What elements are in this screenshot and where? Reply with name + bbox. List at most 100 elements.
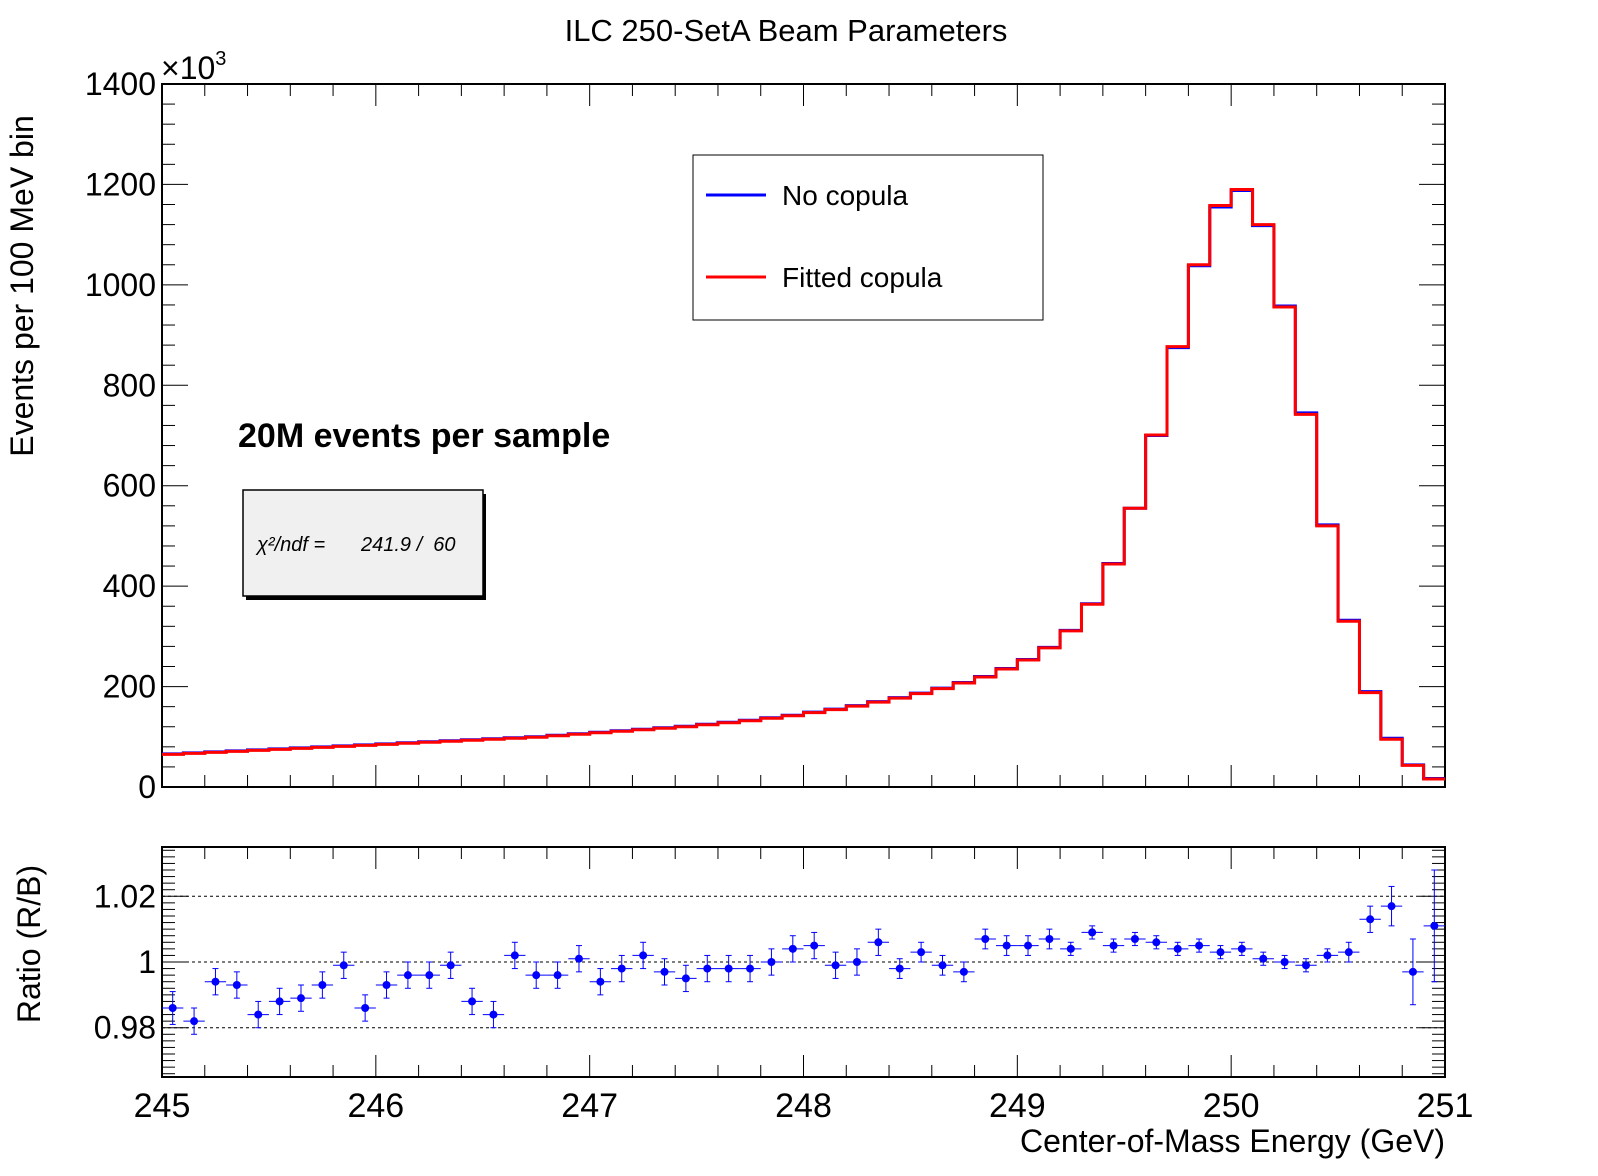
ratio-panel: 0.98 1 1.02 245 246 247 248 249 250 251 Ratio (R… [11, 846, 1474, 1159]
ratio-point [653, 958, 676, 986]
ratio-point [226, 971, 248, 999]
ratio-point [1060, 941, 1082, 956]
ratio-point [995, 935, 1018, 956]
ratio-point-marker [810, 941, 819, 950]
y-multiplier-label: ×103 [161, 48, 226, 86]
ratio-point-marker [917, 948, 926, 957]
ratio-point-marker [168, 1004, 177, 1012]
ratio-point-marker [617, 964, 626, 973]
x-tick-label: 251 [1417, 1087, 1474, 1125]
ratio-point-marker [1302, 961, 1311, 970]
ratio-point-marker [339, 961, 348, 970]
main-panel: 0 200 400 600 800 1000 1200 1400 ×103 Events pe… [4, 48, 1446, 805]
ratio-point-marker [724, 964, 733, 973]
ratio-point-marker [596, 977, 605, 986]
ratio-point [589, 968, 612, 996]
ratio-point [1273, 954, 1296, 970]
ratio-point-marker [1002, 941, 1011, 950]
ratio-point-marker [275, 997, 284, 1006]
ratio-point-marker [1066, 944, 1075, 953]
ratio-point-marker [767, 958, 776, 966]
ratio-point [1295, 958, 1317, 973]
ratio-point [1316, 948, 1339, 963]
ratio-y-tick-label: 1 [138, 944, 156, 980]
ratio-point-marker [510, 951, 519, 960]
ratio-point [1188, 938, 1210, 953]
ratio-point [439, 951, 462, 979]
ratio-point-marker [296, 994, 305, 1003]
main-y-tick-label: 1200 [85, 166, 156, 202]
sample-size-annotation: 20M events per sample [238, 417, 610, 455]
ratio-point-marker [1430, 921, 1439, 930]
ratio-point-marker [1280, 958, 1289, 966]
main-y-tick-label: 800 [103, 367, 156, 403]
ratio-point [183, 1007, 205, 1035]
main-y-tick-labels: 0 200 400 600 800 1000 1200 1400 [85, 66, 156, 805]
ratio-reference-lines [162, 895, 1445, 1029]
ratio-point [1231, 941, 1253, 956]
ratio-point [1145, 935, 1168, 950]
ratio-point-marker [574, 954, 583, 963]
ratio-point-marker [1088, 928, 1097, 937]
ratio-point-marker [1130, 935, 1139, 943]
ratio-point [739, 954, 761, 983]
ratio-point [1423, 869, 1445, 983]
ratio-point [1081, 925, 1103, 940]
ratio-point-marker [1195, 941, 1204, 950]
ratio-point [632, 941, 654, 970]
ratio-point [1102, 938, 1125, 953]
main-axis-ticks [161, 83, 1446, 788]
ratio-point [375, 971, 398, 999]
chart-title: ILC 250-SetA Beam Parameters [565, 13, 1008, 48]
ratio-point [546, 961, 569, 989]
ratio-y-axis-title: Ratio (R/B) [11, 865, 47, 1023]
main-y-tick-label: 200 [103, 669, 156, 705]
ratio-point-marker [1216, 948, 1225, 957]
x-tick-label: 247 [561, 1087, 618, 1125]
main-y-tick-label: 1000 [85, 267, 156, 303]
x-tick-label: 250 [1203, 1087, 1260, 1125]
ratio-point [247, 1000, 269, 1029]
ratio-point-marker [1045, 935, 1054, 943]
ratio-point [1209, 945, 1232, 960]
ratio-point-marker [1344, 948, 1353, 957]
ratio-point-marker [553, 971, 562, 980]
ratio-axis-ticks [161, 847, 1446, 1077]
ratio-point [204, 968, 227, 996]
ratio-point-marker [425, 971, 434, 980]
chi2-ndf-value: 241.9 / 60 [360, 534, 456, 556]
ratio-point-marker [895, 964, 904, 973]
ratio-point [931, 954, 954, 976]
ratio-point-marker [681, 974, 690, 983]
chi2-ndf-label: χ²/ndf = [255, 534, 325, 556]
x-axis-title: Center-of-Mass Energy (GeV) [1020, 1123, 1445, 1159]
ratio-point-marker [232, 981, 241, 989]
ratio-point-marker [703, 964, 712, 973]
ratio-point-marker [938, 961, 947, 970]
ratio-point-marker [254, 1010, 263, 1019]
ratio-point-marker [211, 977, 220, 986]
ratio-point [525, 961, 547, 989]
ratio-point-marker [1109, 941, 1118, 950]
ratio-point-marker [532, 971, 541, 980]
ratio-point [974, 928, 996, 950]
ratio-point [1359, 905, 1381, 933]
ratio-point [354, 994, 376, 1022]
histogram-series [162, 187, 1445, 781]
ratio-point [675, 964, 697, 993]
ratio-point [1017, 935, 1039, 956]
ratio-point [611, 954, 633, 983]
ratio-point [1252, 951, 1274, 966]
legend-box [692, 154, 1044, 321]
ratio-point-marker [1237, 944, 1246, 953]
main-y-tick-label: 1400 [85, 66, 156, 102]
ratio-point-marker [746, 964, 755, 973]
ratio-point [268, 987, 291, 1016]
ratio-point-marker [1408, 967, 1417, 976]
ratio-point [333, 951, 355, 979]
main-y-tick-label: 400 [103, 568, 156, 604]
legend: No copula Fitted copula [692, 154, 1044, 321]
ratio-point [397, 961, 419, 989]
ratio-points [162, 869, 1445, 1035]
